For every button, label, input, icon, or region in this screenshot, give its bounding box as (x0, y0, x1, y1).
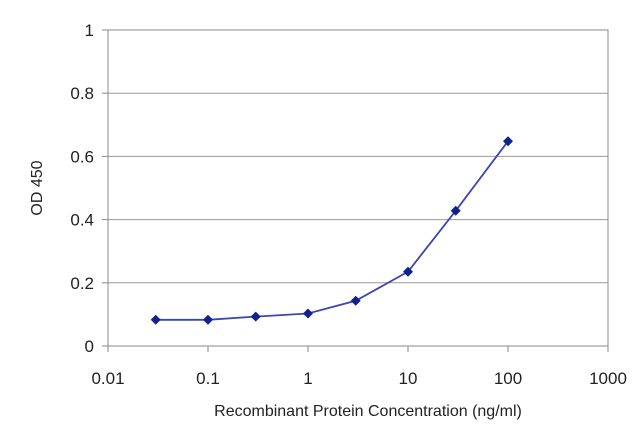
y-axis-ticks: 0 0.2 0.4 0.6 0.8 1 (70, 21, 108, 356)
series-line (155, 140, 509, 321)
data-point (250, 311, 261, 322)
data-point (450, 205, 461, 216)
x-tick-label: 100 (494, 369, 522, 388)
y-axis-label: OD 450 (29, 160, 46, 215)
x-axis-label: Recombinant Protein Concentration (ng/ml… (214, 403, 522, 420)
x-tick-label: 0.01 (91, 369, 124, 388)
y-tick-label: 0 (85, 337, 94, 356)
x-axis-ticks: 0.01 0.1 1 10 100 1000 (91, 346, 627, 388)
plot-area-frame (107, 29, 609, 347)
data-point (303, 308, 313, 319)
data-point (350, 295, 361, 306)
data-point (403, 266, 413, 277)
grid-lines (108, 29, 608, 284)
y-tick-label: 0.8 (70, 84, 94, 103)
data-point (503, 136, 513, 147)
data-point (150, 314, 161, 325)
y-tick-label: 0.6 (70, 147, 94, 166)
x-tick-label: 0.1 (196, 369, 220, 388)
y-tick-label: 0.2 (70, 274, 94, 293)
y-tick-label: 0.4 (70, 211, 94, 230)
x-tick-label: 10 (399, 369, 418, 388)
series-layer (150, 136, 513, 325)
x-tick-label: 1000 (589, 369, 627, 388)
x-tick-label: 1 (303, 369, 312, 388)
data-point (203, 314, 213, 325)
y-tick-label: 1 (85, 21, 94, 40)
